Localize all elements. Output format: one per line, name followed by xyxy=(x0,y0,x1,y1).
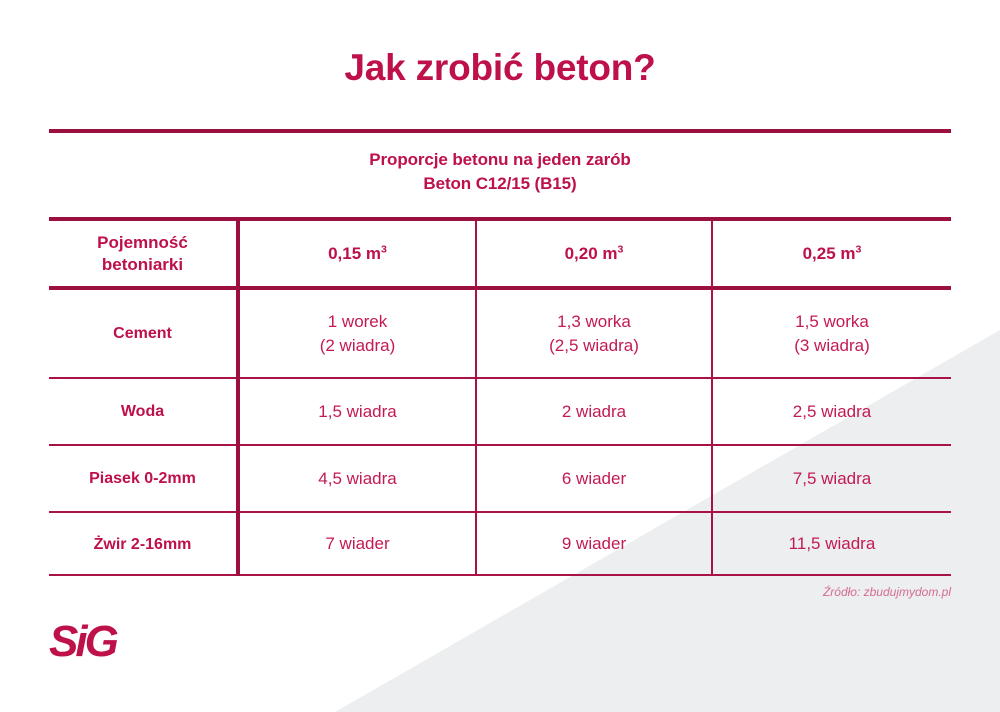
table-cell-zwir-015: 7 wiader xyxy=(325,534,390,553)
row-label-woda: Woda xyxy=(120,403,165,420)
table-subtitle: Proporcje betonu na jeden zarób Beton C1… xyxy=(49,148,951,196)
table-cell-cement-025: 1,5 worka (3 wiadra) xyxy=(713,290,951,377)
column-header-3-exponent: 3 xyxy=(855,242,862,255)
rule-table-top xyxy=(49,129,951,133)
column-header-1: 0,15 m3 xyxy=(240,221,475,286)
rule-header-top xyxy=(49,217,951,221)
row-label-zwir: Żwir 2-16mm xyxy=(93,535,192,553)
table-cell-woda-015: 1,5 wiadra xyxy=(318,401,397,421)
table-cell-zwir-020: 9 wiader xyxy=(561,534,627,553)
cell-main-text: 1,3 worka xyxy=(557,311,631,331)
column-header-1-value: 0,15 xyxy=(328,243,362,263)
column-header-2-unit: m xyxy=(602,243,618,263)
column-header-3-unit: m xyxy=(840,243,856,263)
subtitle-line-1: Proporcje betonu na jeden zarób xyxy=(369,150,631,169)
sig-logo-icon: SiG xyxy=(49,617,121,666)
table-cell-cement-015: 1 worek (2 wiadra) xyxy=(240,290,475,377)
column-header-2-value: 0,20 xyxy=(564,243,598,263)
row-label-cement: Cement xyxy=(113,325,172,342)
divider-label-column xyxy=(236,221,240,576)
sig-logo: SiG xyxy=(49,617,169,667)
table-cell-zwir-025: 11,5 wiadra xyxy=(788,534,876,553)
corner-header-line-2: betoniarki xyxy=(101,254,184,274)
table-corner-header: Pojemność betoniarki xyxy=(49,221,236,286)
source-attribution: Źródło: zbudujmydom.pl xyxy=(822,585,951,599)
column-header-1-exponent: 3 xyxy=(381,242,387,255)
table-cell-woda-025: 2,5 wiadra xyxy=(792,401,872,421)
row-label-piasek: Piasek 0-2mm xyxy=(89,470,196,487)
cell-sub-text: (2,5 wiadra) xyxy=(549,335,639,355)
table-cell-piasek-020: 6 wiader xyxy=(561,468,627,488)
column-header-3: 0,25 m3 xyxy=(713,221,951,286)
page-title: Jak zrobić beton? xyxy=(344,47,656,88)
table-cell-piasek-015: 4,5 wiadra xyxy=(318,468,397,488)
corner-header-line-1: Pojemność xyxy=(97,232,188,252)
cell-main-text: 1 worek xyxy=(327,311,388,331)
rule-header-bottom xyxy=(49,286,951,290)
column-header-1-unit: m xyxy=(365,243,382,263)
table-cell-piasek-025: 7,5 wiadra xyxy=(792,468,872,488)
cell-main-text: 1,5 worka xyxy=(795,311,869,331)
subtitle-line-2: Beton C12/15 (B15) xyxy=(423,174,577,193)
column-header-2: 0,20 m3 xyxy=(477,221,711,286)
cell-sub-text: (3 wiadra) xyxy=(794,335,870,355)
table-cell-cement-020: 1,3 worka (2,5 wiadra) xyxy=(477,290,711,377)
table-cell-woda-020: 2 wiadra xyxy=(561,401,627,421)
cell-sub-text: (2 wiadra) xyxy=(319,335,396,355)
column-header-2-exponent: 3 xyxy=(617,242,624,255)
sig-logo-text: SiG xyxy=(49,617,118,666)
column-header-3-value: 0,25 xyxy=(802,243,836,263)
